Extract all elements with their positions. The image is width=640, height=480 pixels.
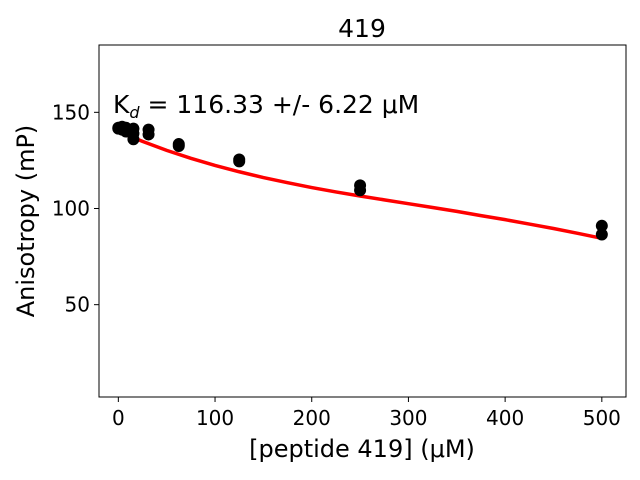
- x-tick-label: 300: [389, 406, 427, 430]
- data-point: [595, 228, 608, 241]
- kd-annotation: Kd = 116.33 +/- 6.22 μM: [113, 90, 419, 122]
- y-tick-label: 150: [52, 100, 90, 124]
- x-axis-ticks: 0 100 200 300 400 500: [112, 397, 621, 430]
- data-point: [354, 179, 367, 192]
- data-point: [142, 123, 155, 136]
- x-tick-label: 100: [196, 406, 234, 430]
- points-layer: [112, 120, 608, 241]
- plot-area: [112, 120, 608, 241]
- x-tick-label: 0: [112, 406, 125, 430]
- data-point: [595, 219, 608, 232]
- kd-subscript: d: [129, 103, 140, 122]
- y-axis-label: Anisotropy (mP): [12, 125, 40, 318]
- x-tick-label: 400: [486, 406, 524, 430]
- x-tick-label: 200: [293, 406, 331, 430]
- data-point: [172, 138, 185, 151]
- chart-title: 419: [338, 14, 386, 43]
- y-tick-label: 100: [52, 196, 90, 220]
- y-axis-ticks: 50 100 150: [52, 100, 99, 317]
- kd-prefix: K: [113, 90, 130, 119]
- x-axis-label: [peptide 419] (μM): [249, 435, 475, 463]
- kd-value: = 116.33 +/- 6.22 μM: [140, 90, 420, 119]
- axes-frame: [98, 44, 627, 398]
- data-point: [127, 122, 140, 135]
- x-tick-label: 500: [583, 406, 621, 430]
- y-tick-label: 50: [65, 293, 90, 317]
- data-point: [233, 153, 246, 166]
